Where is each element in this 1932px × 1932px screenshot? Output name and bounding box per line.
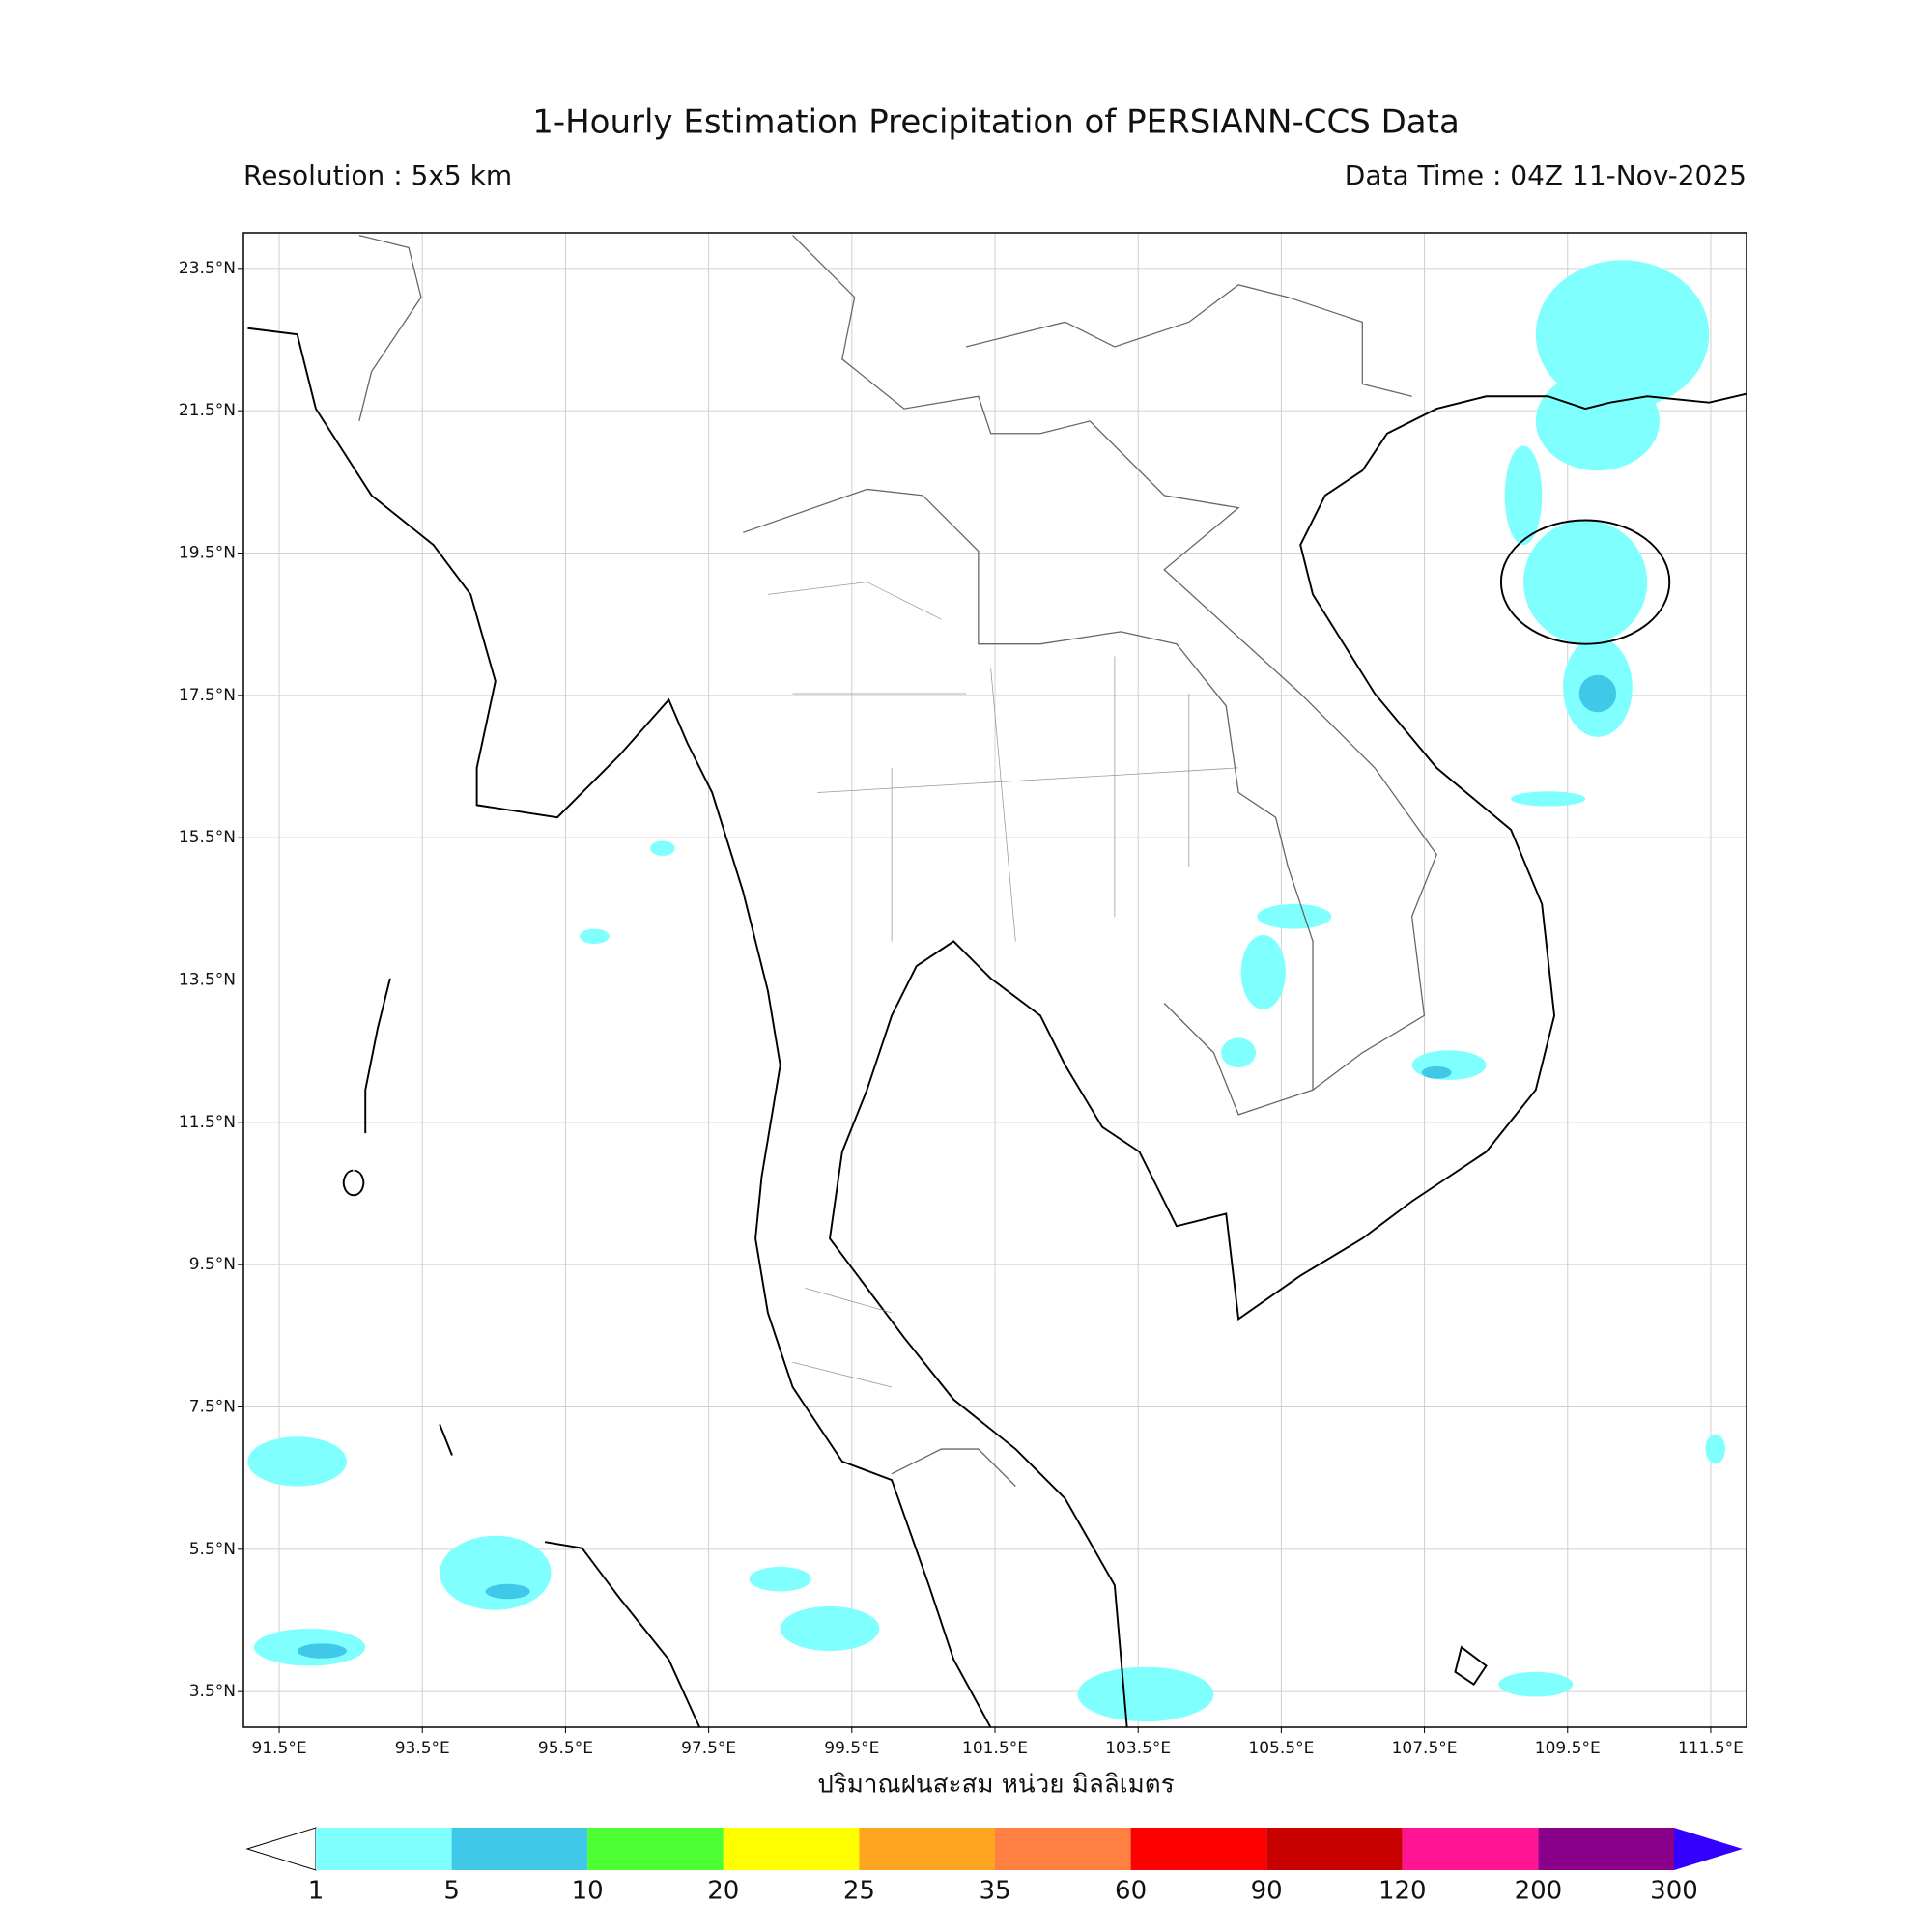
- colorbar-segment: [587, 1828, 724, 1870]
- y-tick-label: 7.5°N: [189, 1398, 236, 1417]
- provinces: [767, 582, 1276, 1388]
- colorbar-label: 120: [1378, 1877, 1427, 1906]
- colorbar-label: 35: [979, 1877, 1010, 1906]
- sumatra: [544, 1541, 701, 1728]
- x-tick-label: 91.5°E: [252, 1739, 307, 1758]
- borders: [358, 234, 1437, 1487]
- x-tick-label: 111.5°E: [1678, 1739, 1744, 1758]
- colorbar-label: 25: [843, 1877, 875, 1906]
- colorbar-under: [245, 1827, 317, 1871]
- y-tick-label: 5.5°N: [189, 1540, 236, 1559]
- title: 1-Hourly Estimation Precipitation of PER…: [532, 103, 1460, 142]
- y-tick-label: 21.5°N: [179, 401, 236, 420]
- data-time: Data Time : 04Z 11-Nov-2025: [1345, 159, 1747, 191]
- colorbar-segment: [1266, 1828, 1403, 1870]
- colorbar-segment: [859, 1828, 995, 1870]
- y-tick-label: 13.5°N: [179, 971, 236, 990]
- islands: [342, 978, 1488, 1686]
- colorbar-segment: [451, 1828, 588, 1870]
- y-tick-label: 11.5°N: [179, 1113, 236, 1132]
- colorbar-label: 5: [443, 1877, 460, 1906]
- x-tick-label: 109.5°E: [1535, 1739, 1601, 1758]
- colorbar-segment: [995, 1828, 1131, 1870]
- colorbar-label: 90: [1251, 1877, 1283, 1906]
- colorbar-label: 200: [1515, 1877, 1563, 1906]
- x-axis-label: ปริมาณฝนสะสม หน่วย มิลลิเมตร: [817, 1771, 1174, 1800]
- x-tick-label: 95.5°E: [538, 1739, 593, 1758]
- colorbar-segment: [316, 1828, 452, 1870]
- hainan: [1499, 519, 1671, 645]
- rain-cores: [297, 674, 1617, 1659]
- colorbar-label: 1: [308, 1877, 325, 1906]
- rain-areas: [247, 260, 1725, 1722]
- y-tick-label: 15.5°N: [179, 828, 236, 847]
- colorbar-segment: [1130, 1828, 1267, 1870]
- y-tick-label: 9.5°N: [189, 1255, 236, 1274]
- resolution: Resolution : 5x5 km: [243, 159, 512, 191]
- basemap: [247, 234, 1747, 1728]
- y-tick-label: 23.5°N: [179, 259, 236, 278]
- colorbar-label: 60: [1115, 1877, 1147, 1906]
- x-tick-label: 93.5°E: [395, 1739, 450, 1758]
- y-tick-label: 3.5°N: [189, 1682, 236, 1701]
- colorbar-label: 10: [572, 1877, 604, 1906]
- x-tick-label: 103.5°E: [1105, 1739, 1171, 1758]
- x-tick-label: 101.5°E: [962, 1739, 1028, 1758]
- colorbar-label: 300: [1650, 1877, 1698, 1906]
- colorbar-segment: [1402, 1828, 1539, 1870]
- grid: [243, 233, 1747, 1727]
- coastline: [247, 327, 1747, 1728]
- x-tick-label: 99.5°E: [824, 1739, 879, 1758]
- colorbar-label: 20: [707, 1877, 739, 1906]
- y-tick-label: 19.5°N: [179, 544, 236, 563]
- x-tick-label: 97.5°E: [681, 1739, 736, 1758]
- colorbar-segment: [1538, 1828, 1674, 1870]
- colorbar-segment: [723, 1828, 860, 1870]
- colorbar: 1 5 10 20 25 35 60 90 120 200 300: [245, 1827, 1743, 1906]
- colorbar-over: [1674, 1828, 1743, 1870]
- y-tick-label: 17.5°N: [179, 686, 236, 705]
- x-tick-label: 107.5°E: [1392, 1739, 1458, 1758]
- x-tick-label: 105.5°E: [1248, 1739, 1314, 1758]
